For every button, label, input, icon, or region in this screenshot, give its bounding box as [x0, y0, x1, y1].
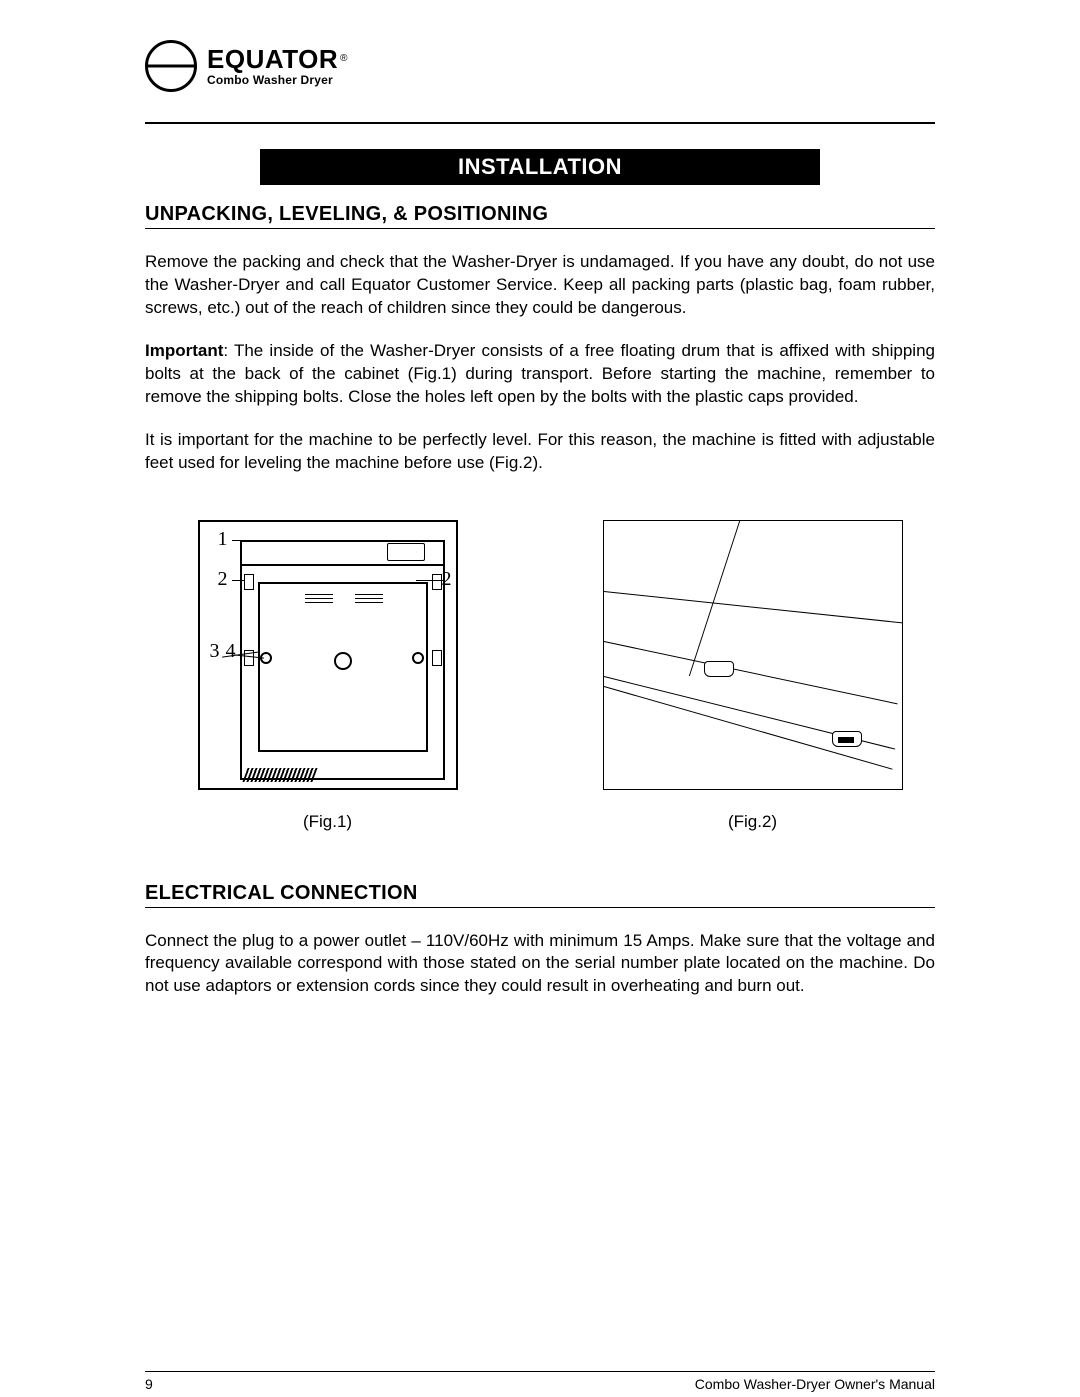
header-divider — [145, 122, 935, 124]
para-unpacking-2: Important: The inside of the Washer-Drye… — [145, 340, 935, 409]
fig1-label-1: 1 — [218, 528, 228, 551]
footer-title: Combo Washer-Dryer Owner's Manual — [695, 1376, 935, 1392]
figure-2-caption: (Fig.2) — [728, 812, 777, 832]
registered-mark: ® — [340, 53, 347, 64]
para-unpacking-3: It is important for the machine to be pe… — [145, 429, 935, 475]
brand-logo: EQUATOR® Combo Washer Dryer — [145, 40, 935, 92]
important-label: Important — [145, 341, 223, 360]
fig1-label-4: 4 — [226, 640, 236, 663]
section-banner-installation: INSTALLATION — [260, 149, 820, 185]
figure-1-caption: (Fig.1) — [303, 812, 352, 832]
fig1-label-3: 3 — [210, 640, 220, 663]
figures-row: 1 2 2 3 4 (Fig.1) — [145, 520, 935, 832]
para-unpacking-2-body: : The inside of the Washer-Dryer consist… — [145, 341, 935, 406]
subheading-electrical: ELECTRICAL CONNECTION — [145, 882, 935, 905]
fig1-label-2a: 2 — [218, 568, 228, 591]
figure-2: (Fig.2) — [570, 520, 935, 832]
logo-circle-icon — [145, 40, 197, 92]
sub-divider-1 — [145, 228, 935, 229]
subheading-unpacking: UNPACKING, LEVELING, & POSITIONING — [145, 203, 935, 226]
figure-2-diagram — [603, 520, 903, 790]
figure-1-diagram: 1 2 2 3 4 — [198, 520, 458, 790]
page-number: 9 — [145, 1376, 153, 1392]
para-unpacking-1: Remove the packing and check that the Wa… — [145, 251, 935, 320]
sub-divider-2 — [145, 907, 935, 908]
page-footer: 9 Combo Washer-Dryer Owner's Manual — [145, 1373, 935, 1392]
logo-brand-name: EQUATOR — [207, 44, 338, 74]
figure-1: 1 2 2 3 4 (Fig.1) — [145, 520, 510, 832]
para-electrical-1: Connect the plug to a power outlet – 110… — [145, 930, 935, 999]
logo-subtitle: Combo Washer Dryer — [207, 73, 347, 87]
